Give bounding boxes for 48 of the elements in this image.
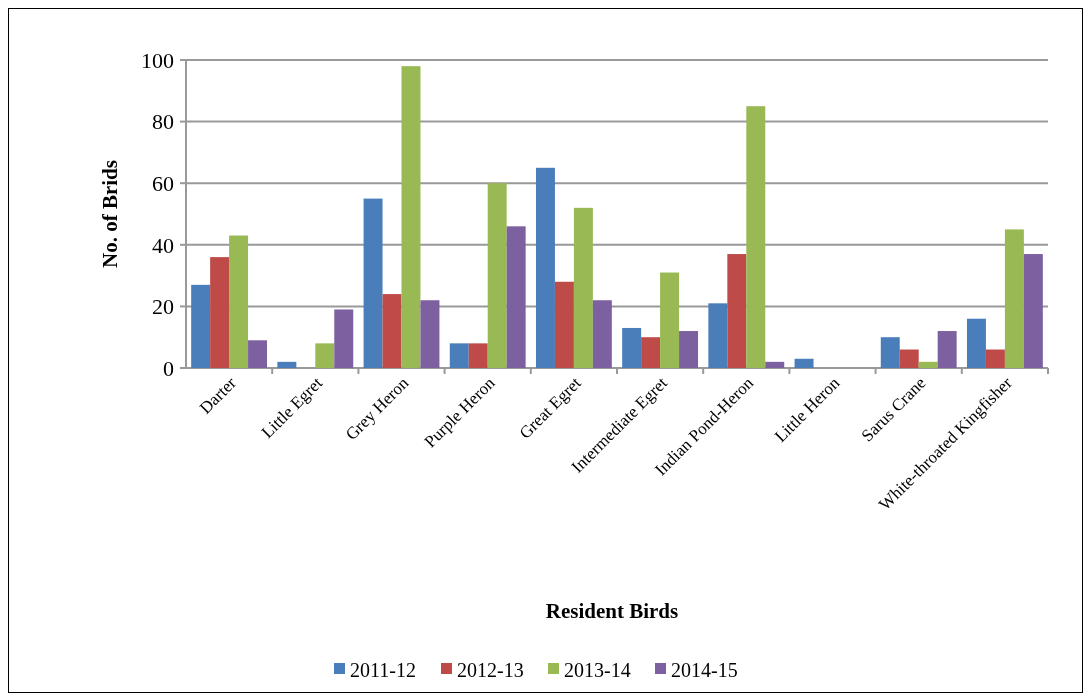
bar bbox=[1004, 229, 1024, 368]
bar bbox=[535, 167, 555, 368]
bar bbox=[746, 106, 766, 368]
legend-label: 2014-15 bbox=[671, 659, 738, 681]
bar bbox=[420, 300, 440, 368]
legend-label: 2011-12 bbox=[350, 659, 416, 681]
x-axis-title: Resident Birds bbox=[545, 599, 679, 623]
y-axis-title: No. of Brids bbox=[98, 160, 122, 268]
bar bbox=[622, 327, 642, 368]
bar bbox=[899, 349, 919, 368]
y-tick-label: 100 bbox=[141, 47, 174, 73]
bar bbox=[1023, 254, 1043, 368]
bar bbox=[573, 207, 593, 368]
bar bbox=[334, 309, 354, 368]
bar bbox=[966, 318, 986, 368]
bar bbox=[554, 281, 574, 368]
bar bbox=[468, 343, 488, 368]
bar bbox=[210, 257, 230, 368]
bar bbox=[363, 198, 383, 368]
bar bbox=[937, 331, 957, 368]
bar bbox=[765, 361, 785, 368]
bar bbox=[660, 272, 680, 368]
bar bbox=[880, 337, 900, 368]
bar bbox=[918, 361, 938, 368]
bar bbox=[727, 254, 747, 368]
y-tick-label: 60 bbox=[152, 170, 174, 196]
bar bbox=[401, 66, 421, 368]
bar bbox=[708, 303, 728, 368]
bar bbox=[641, 337, 661, 368]
y-tick-label: 0 bbox=[163, 355, 174, 381]
bar bbox=[315, 343, 335, 368]
bar bbox=[191, 284, 211, 368]
bar bbox=[277, 361, 297, 368]
bar bbox=[248, 340, 268, 368]
bar bbox=[985, 349, 1005, 368]
bar bbox=[487, 183, 507, 368]
y-tick-label: 20 bbox=[152, 294, 174, 320]
bar bbox=[592, 300, 612, 368]
legend-label: 2012-13 bbox=[457, 659, 524, 681]
y-tick-label: 40 bbox=[152, 232, 174, 258]
bar bbox=[506, 226, 526, 368]
y-tick-label: 80 bbox=[152, 109, 174, 135]
legend-label: 2013-14 bbox=[564, 659, 631, 681]
bar bbox=[449, 343, 469, 368]
bar bbox=[229, 235, 249, 368]
bar bbox=[794, 358, 814, 368]
bar bbox=[679, 331, 699, 368]
bar bbox=[382, 294, 402, 368]
